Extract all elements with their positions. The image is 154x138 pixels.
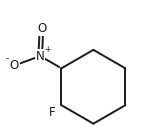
Text: +: + <box>44 45 50 54</box>
Text: -: - <box>6 54 9 63</box>
Text: F: F <box>49 106 55 119</box>
Text: N: N <box>36 50 45 63</box>
Text: O: O <box>10 59 19 72</box>
Text: O: O <box>37 22 46 35</box>
